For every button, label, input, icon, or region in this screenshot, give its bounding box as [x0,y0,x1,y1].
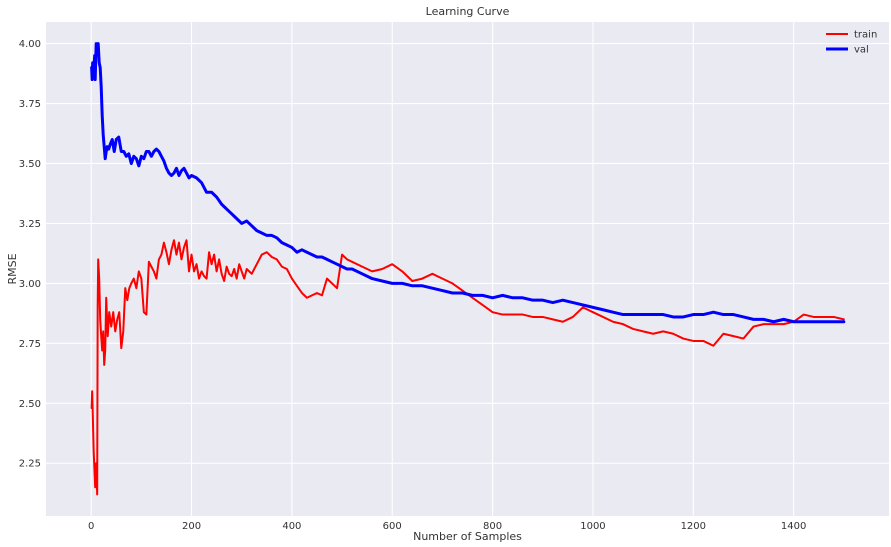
plot-background [46,22,889,516]
y-tick-label: 2.25 [19,459,41,470]
y-tick-label: 4.00 [19,39,41,50]
x-axis-label: Number of Samples [413,530,522,543]
y-tick-label: 2.50 [19,399,41,410]
y-tick-label: 2.75 [19,339,41,350]
x-tick-label: 1200 [681,521,706,532]
series-layer [90,42,846,496]
legend-label-train: train [854,30,877,41]
y-tick-label: 3.25 [19,219,41,230]
y-tick-label: 3.00 [19,279,41,290]
chart-title: Learning Curve [426,5,510,18]
grid-lines [46,22,889,516]
series-line-val [90,42,846,324]
x-tick-label: 1000 [580,521,605,532]
x-tick-label: 1400 [781,521,806,532]
y-tick-label: 3.75 [19,99,41,110]
x-tick-label: 0 [88,521,94,532]
x-tick-label: 800 [483,521,502,532]
x-tick-label: 400 [282,521,301,532]
legend: train val [826,30,877,56]
x-tick-label: 200 [182,521,201,532]
legend-label-val: val [854,45,869,56]
y-axis-label: RMSE [6,253,19,284]
x-tick-label: 600 [383,521,402,532]
series-line-train [90,239,845,496]
tick-labels: 0 200 400 600 800 1000 1200 1400 2.25 2.50 2.75 3.0… [19,39,807,532]
y-tick-label: 3.50 [19,159,41,170]
